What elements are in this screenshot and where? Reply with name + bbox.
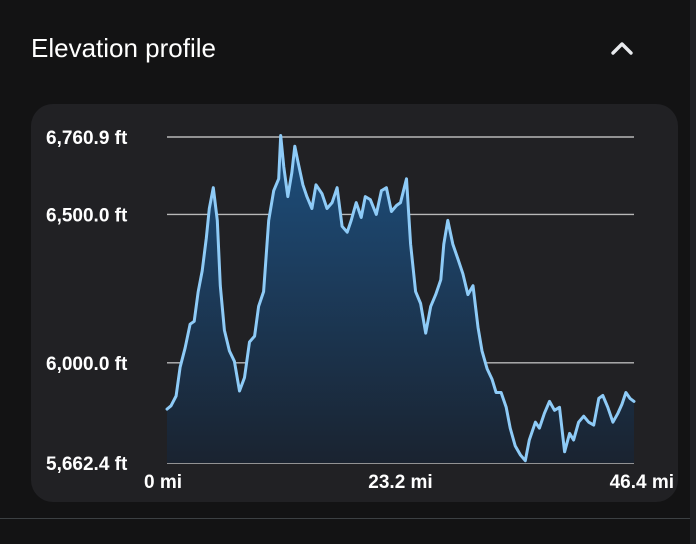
x-tick-label: 46.4 mi [610,472,674,493]
scrollbar-track[interactable] [690,0,696,544]
x-tick-label: 0 mi [144,472,182,493]
y-tick-label: 6,760.9 ft [46,128,128,149]
y-tick-label: 5,662.4 ft [46,454,128,475]
section-title: Elevation profile [31,33,216,63]
section-divider [0,518,690,519]
x-axis-ticks: 0 mi 23.2 mi 46.4 mi [144,472,674,493]
y-axis-ticks: 6,760.9 ft 6,500.0 ft 6,000.0 ft 5,662.4 ft [46,128,128,475]
collapse-button[interactable] [598,24,646,72]
elevation-line [165,134,636,463]
y-tick-label: 6,000.0 ft [46,354,128,375]
x-tick-label: 23.2 mi [368,472,432,493]
y-tick-label: 6,500.0 ft [46,205,128,226]
chevron-up-icon [611,42,633,55]
elevation-area [167,135,634,463]
